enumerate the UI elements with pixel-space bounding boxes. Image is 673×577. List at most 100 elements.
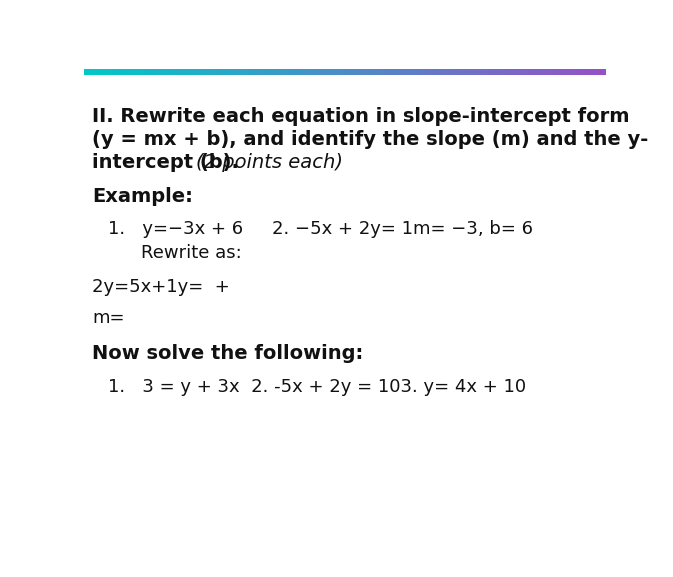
Bar <box>248 69 252 76</box>
Bar <box>308 69 312 76</box>
Bar <box>447 69 450 76</box>
Bar <box>460 69 463 76</box>
Bar <box>402 69 405 76</box>
Bar <box>444 69 447 76</box>
Bar <box>157 69 160 76</box>
Bar <box>575 69 577 76</box>
Bar <box>183 69 186 76</box>
Bar <box>376 69 380 76</box>
Bar <box>272 69 275 76</box>
Text: (2 points each): (2 points each) <box>197 153 343 172</box>
Bar <box>350 69 353 76</box>
Bar <box>496 69 499 76</box>
Bar <box>155 69 157 76</box>
Bar <box>251 69 254 76</box>
Bar <box>295 69 299 76</box>
Bar <box>532 69 536 76</box>
Bar <box>577 69 580 76</box>
Bar <box>501 69 505 76</box>
Bar <box>603 69 606 76</box>
Bar <box>514 69 518 76</box>
Bar <box>347 69 351 76</box>
Bar <box>100 69 103 76</box>
Bar <box>405 69 408 76</box>
Bar <box>134 69 137 76</box>
Bar <box>400 69 403 76</box>
Bar <box>207 69 210 76</box>
Bar <box>340 69 343 76</box>
Bar <box>499 69 502 76</box>
Bar <box>222 69 225 76</box>
Bar <box>593 69 596 76</box>
Bar <box>452 69 455 76</box>
Text: Rewrite as:: Rewrite as: <box>141 244 242 263</box>
Bar <box>334 69 338 76</box>
Bar <box>582 69 586 76</box>
Bar <box>413 69 416 76</box>
Bar <box>219 69 223 76</box>
Bar <box>243 69 246 76</box>
Bar <box>269 69 273 76</box>
Bar <box>465 69 468 76</box>
Bar <box>504 69 507 76</box>
Bar <box>212 69 215 76</box>
Bar <box>209 69 213 76</box>
Bar <box>160 69 163 76</box>
Bar <box>126 69 129 76</box>
Bar <box>144 69 147 76</box>
Bar <box>441 69 445 76</box>
Bar <box>267 69 270 76</box>
Bar <box>264 69 267 76</box>
Bar <box>147 69 150 76</box>
Bar <box>371 69 374 76</box>
Bar <box>520 69 523 76</box>
Bar <box>316 69 320 76</box>
Bar <box>215 69 217 76</box>
Bar <box>246 69 249 76</box>
Bar <box>517 69 520 76</box>
Bar <box>475 69 479 76</box>
Bar <box>454 69 458 76</box>
Bar <box>337 69 341 76</box>
Bar <box>379 69 382 76</box>
Bar <box>368 69 371 76</box>
Bar <box>168 69 171 76</box>
Bar <box>120 69 124 76</box>
Bar <box>439 69 442 76</box>
Bar <box>194 69 197 76</box>
Bar <box>102 69 106 76</box>
Text: m= −3, b= 6: m= −3, b= 6 <box>413 220 533 238</box>
Text: m=: m= <box>92 309 125 327</box>
Bar <box>241 69 244 76</box>
Bar <box>433 69 437 76</box>
Bar <box>567 69 570 76</box>
Bar <box>489 69 491 76</box>
Bar <box>355 69 359 76</box>
Text: 1.   3 = y + 3x  2. -5x + 2y = 103. y= 4x + 10: 1. 3 = y + 3x 2. -5x + 2y = 103. y= 4x +… <box>108 377 526 396</box>
Bar <box>598 69 601 76</box>
Bar <box>287 69 291 76</box>
Bar <box>108 69 111 76</box>
Bar <box>426 69 429 76</box>
Bar <box>493 69 497 76</box>
Bar <box>561 69 565 76</box>
Bar <box>116 69 118 76</box>
Bar <box>522 69 526 76</box>
Bar <box>564 69 567 76</box>
Bar <box>345 69 348 76</box>
Bar <box>436 69 439 76</box>
Bar <box>256 69 259 76</box>
Bar <box>254 69 257 76</box>
Bar <box>173 69 176 76</box>
Bar <box>136 69 139 76</box>
Bar <box>525 69 528 76</box>
Bar <box>118 69 121 76</box>
Bar <box>538 69 541 76</box>
Bar <box>507 69 509 76</box>
Bar <box>410 69 413 76</box>
Bar <box>178 69 181 76</box>
Bar <box>462 69 466 76</box>
Bar <box>123 69 127 76</box>
Bar <box>559 69 562 76</box>
Bar <box>90 69 92 76</box>
